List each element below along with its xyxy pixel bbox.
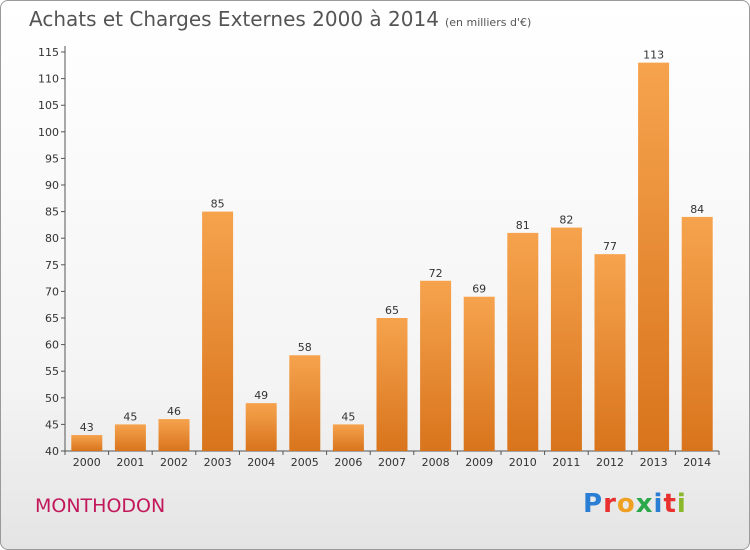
y-tick-label: 90 [45,179,59,192]
x-tick-label: 2001 [116,456,144,469]
bar-2010 [507,232,539,451]
y-tick-label: 75 [45,259,59,272]
x-tick-label: 2010 [509,456,537,469]
chart-unit-note: (en milliers d'€) [444,16,532,29]
bar-2009 [463,296,495,451]
bar-2012 [594,254,626,451]
x-tick-label: 2000 [73,456,101,469]
bar-2005 [289,355,321,451]
y-tick-label: 55 [45,365,59,378]
bar-2006 [332,424,364,451]
bar-2001 [114,424,146,451]
x-tick-label: 2002 [160,456,188,469]
bar-value-label: 46 [167,405,181,418]
y-tick-label: 100 [38,126,59,139]
proxiti-logo: Proxiti [583,489,687,519]
x-tick-label: 2009 [465,456,493,469]
x-tick-label: 2012 [596,456,624,469]
y-tick-label: 65 [45,312,59,325]
bar-value-label: 65 [385,304,399,317]
bar-value-label: 84 [690,203,704,216]
logo-letter: r [603,489,617,519]
bar-2013 [638,62,670,451]
bar-value-label: 113 [643,49,664,62]
x-tick-label: 2003 [204,456,232,469]
x-tick-label: 2006 [334,456,362,469]
bar-value-label: 58 [298,341,312,354]
y-tick-label: 70 [45,285,59,298]
commune-name: MONTHODON [35,495,166,517]
logo-letter: P [583,489,604,519]
bar-2004 [245,403,277,451]
y-tick-label: 115 [38,46,59,59]
y-tick-label: 45 [45,418,59,431]
bar-value-label: 45 [123,410,137,423]
logo-letter: t [663,489,677,519]
bar-value-label: 82 [559,214,573,227]
x-tick-label: 2013 [640,456,668,469]
bar-value-label: 77 [603,240,617,253]
bar-2008 [420,280,452,451]
bars: 43 45 46 85 49 58 45 65 72 69 81 82 77 113 84 [71,49,713,451]
x-tick-label: 2011 [552,456,580,469]
y-tick-label: 95 [45,152,59,165]
bar-value-label: 85 [211,198,225,211]
bar-2000 [71,435,103,451]
logo-letter: o [616,489,636,519]
x-tick-label: 2014 [683,456,711,469]
bar-value-label: 81 [516,219,530,232]
x-tick-label: 2007 [378,456,406,469]
bar-2003 [202,211,234,451]
logo-letter: i [676,489,687,519]
y-tick-label: 50 [45,392,59,405]
x-axis: 2000 2001 2002 2003 2004 2005 2006 2007 2008 2009… [64,450,720,469]
y-tick-label: 40 [45,445,59,458]
y-tick-label: 110 [38,73,59,86]
bar-value-label: 69 [472,283,486,296]
bar-value-label: 45 [341,410,355,423]
bar-value-label: 43 [80,421,94,434]
x-tick-label: 2005 [291,456,319,469]
bar-2002 [158,419,190,451]
y-tick-label: 105 [38,99,59,112]
x-tick-label: 2008 [422,456,450,469]
chart-title: Achats et Charges Externes 2000 à 2014 (e… [29,7,531,31]
bar-2014 [681,216,713,451]
bar-chart: 40 45 50 55 60 65 70 75 80 85 90 95 100 105 110 115 200… [38,46,720,469]
x-tick-label: 2004 [247,456,275,469]
y-axis: 40 45 50 55 60 65 70 75 80 85 90 95 100 105 110 115 [38,46,66,458]
bar-2011 [550,227,582,451]
y-tick-label: 60 [45,339,59,352]
y-tick-label: 85 [45,206,59,219]
logo-letter: i [653,489,664,519]
logo-letter: x [635,489,654,519]
bar-2007 [376,318,408,451]
y-tick-label: 80 [45,232,59,245]
bar-value-label: 49 [254,389,268,402]
chart-title-text: Achats et Charges Externes 2000 à 2014 [29,7,439,31]
bar-value-label: 72 [429,267,443,280]
